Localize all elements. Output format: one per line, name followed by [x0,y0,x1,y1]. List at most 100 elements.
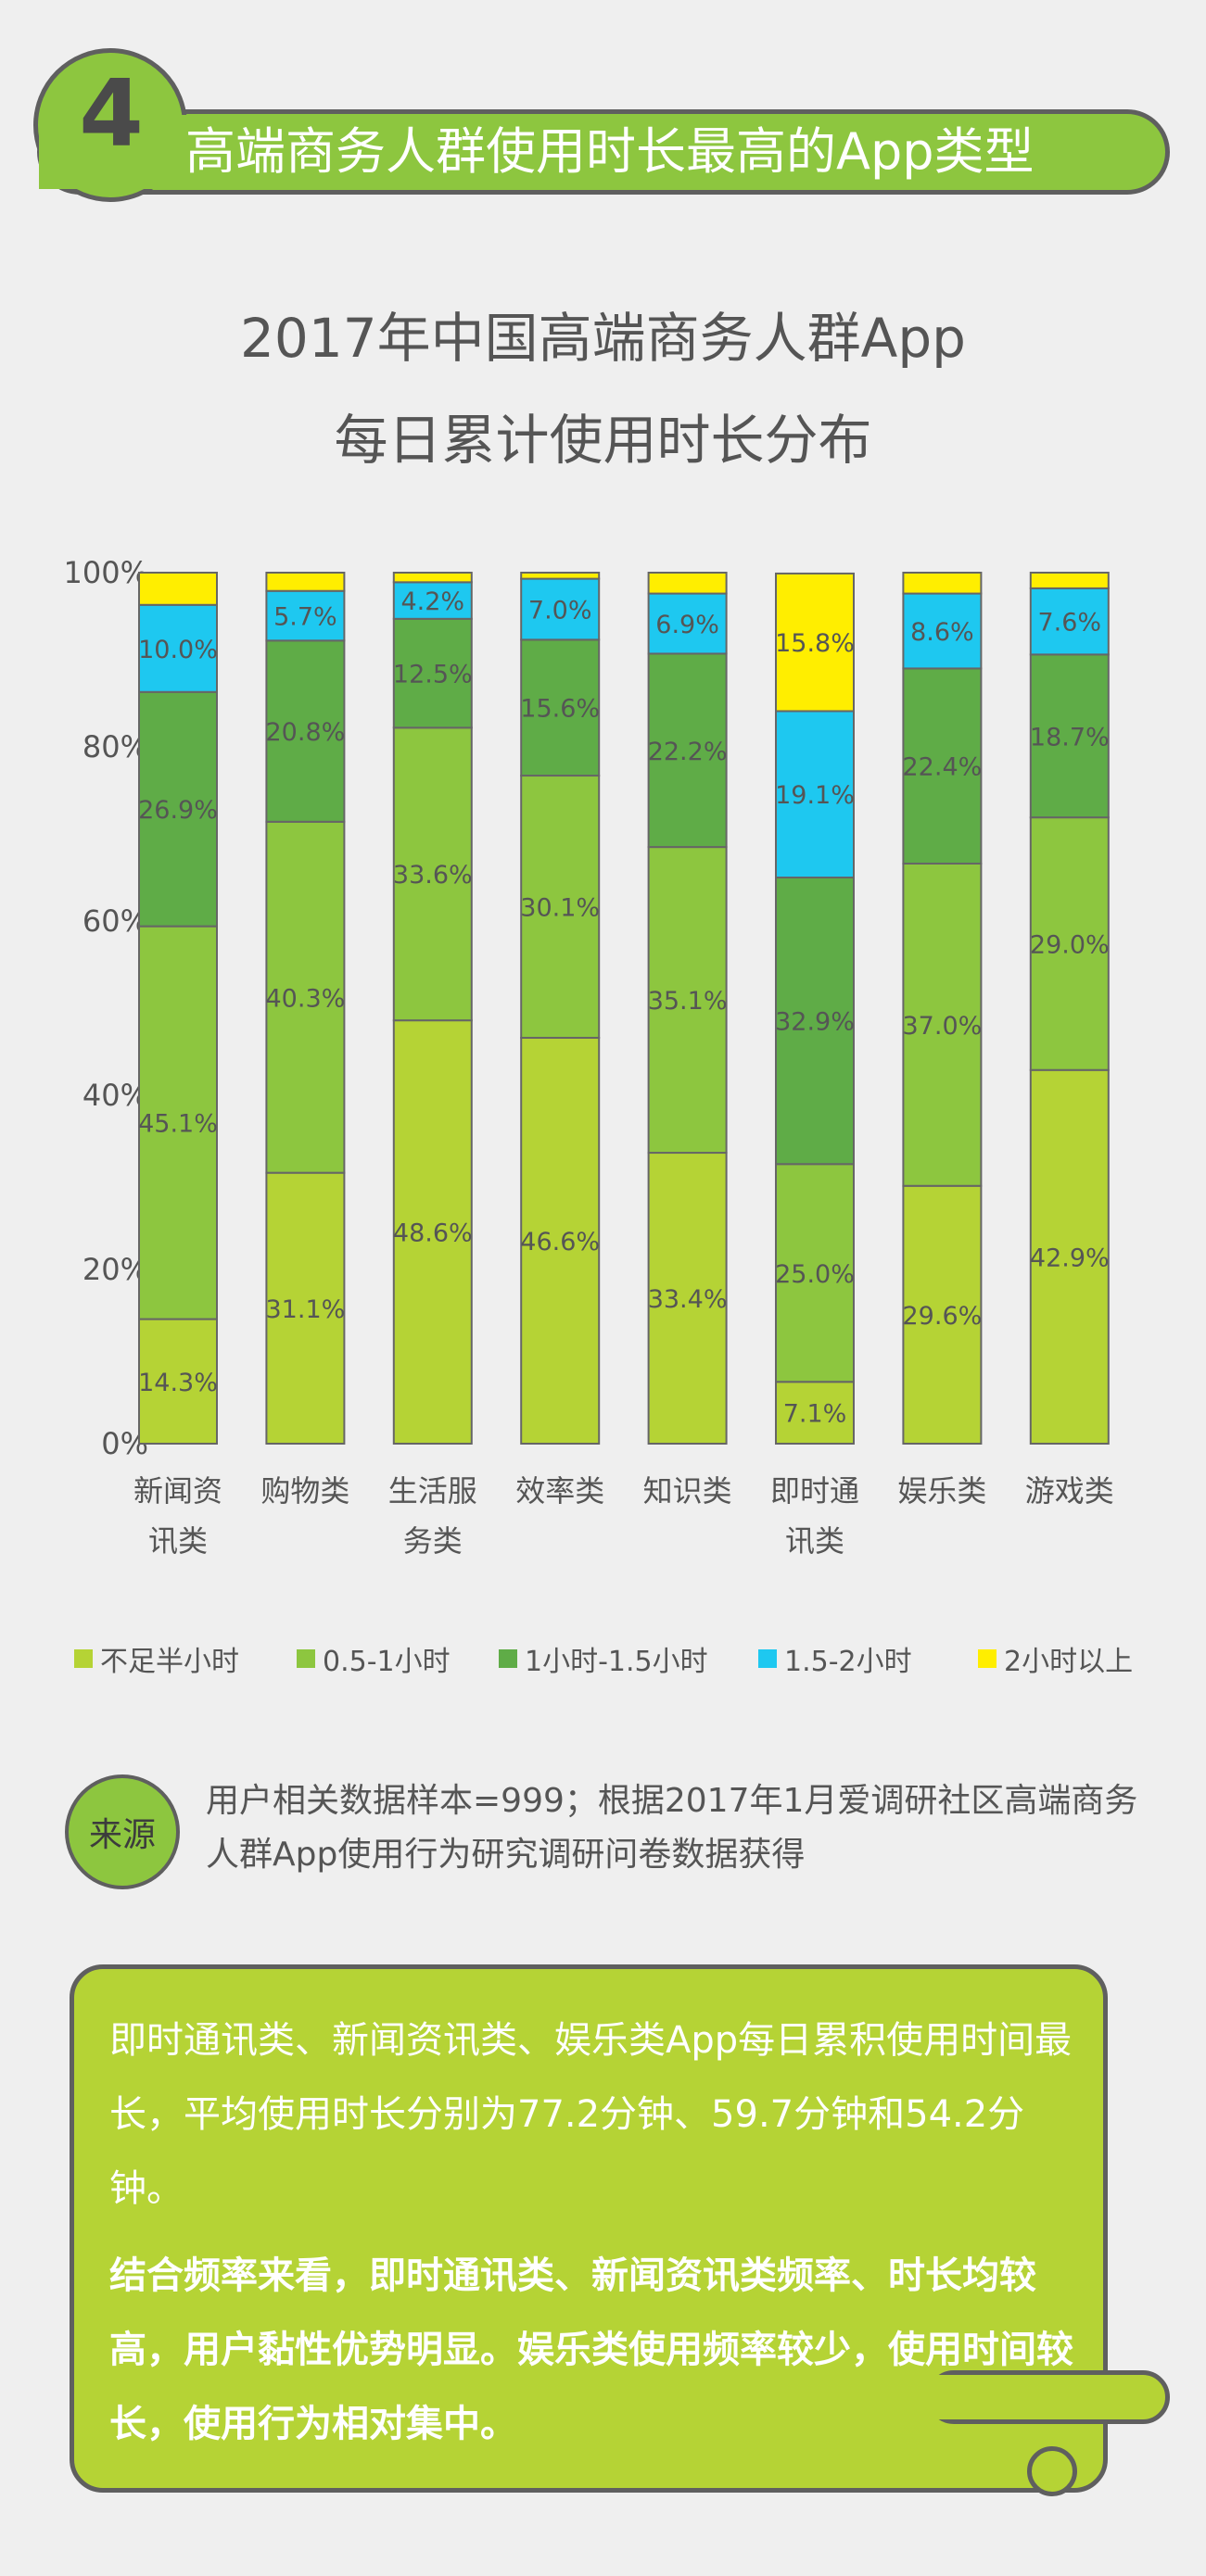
data-label: 46.6% [520,1228,600,1256]
bar-segment [775,1163,855,1383]
data-label: 29.6% [903,1302,983,1331]
data-label: 7.1% [783,1400,847,1429]
legend-item: 不足半小时 [74,1631,239,1686]
bar-segment [138,690,218,928]
bar-segment [902,862,983,1187]
legend-label: 0.5-1小时 [323,1646,451,1678]
data-label: 22.4% [903,753,983,782]
data-label: 33.6% [393,861,473,890]
data-label: 33.4% [648,1285,728,1314]
data-label: 7.0% [528,596,592,625]
y-tick-label: 20% [83,1252,148,1287]
y-tick-label: 80% [83,729,148,764]
bar-segment [392,617,473,729]
bar-segment [392,581,473,620]
bar-segment [775,710,855,878]
stacked-bar-chart: 0%20%40%60%80%100%14.3%45.1%26.9%10.0%新闻… [64,555,1114,1559]
bar-segment [138,572,218,606]
data-label: 7.6% [1037,609,1101,638]
data-label: 14.3% [138,1369,218,1397]
bar-segment [138,603,218,693]
x-tick-label: 生活服 [388,1473,477,1509]
data-label: 20.8% [266,718,346,747]
bar-segment [775,877,855,1166]
bar-segment [647,1152,728,1445]
bar-segment [902,572,983,595]
legend-label: 不足半小时 [100,1646,239,1678]
data-label: 30.1% [520,893,600,922]
bar-segment [1029,572,1110,589]
data-label: 12.5% [393,661,473,689]
data-label: 42.9% [1030,1244,1110,1272]
bar-segment [138,925,218,1320]
legend-item: 2小时以上 [978,1631,1133,1686]
chart-title-line2: 每日累计使用时长分布 [334,409,872,472]
bar-segment [775,572,855,713]
bar-segment [775,1381,855,1446]
summary-box-dot [1027,2446,1077,2496]
banner-joint [39,115,187,189]
bar-segment [520,638,601,777]
data-label: 48.6% [393,1219,473,1248]
data-label: 8.6% [910,618,974,647]
data-label: 5.7% [273,603,337,632]
source-badge-label: 来源 [88,1816,156,1854]
bar-segment [902,667,983,865]
bar-segment [392,1019,473,1445]
bar-segment [1029,816,1110,1071]
bar-segment [265,572,346,592]
data-label: 4.2% [400,587,464,616]
data-label: 29.0% [1030,930,1110,959]
legend-swatch [297,1649,315,1668]
summary-box-tail-joint [927,2375,1103,2419]
bar-segment [647,572,728,595]
bar-segment [902,1184,983,1445]
section-title: 高端商务人群使用时长最高的App类型 [185,122,1035,181]
summary-paragraph-2: 结合频率来看，即时通讯类、新闻资讯类频率、时长均较高，用户黏性优势明显。娱乐类使… [109,2254,1073,2445]
legend-item: 1.5-2小时 [758,1631,912,1686]
x-tick-label: 娱乐类 [897,1473,986,1509]
bar-segment [647,592,728,655]
data-label: 45.1% [138,1110,218,1139]
legend-swatch [978,1649,997,1668]
data-label: 35.1% [648,987,728,1016]
legend-item: 1小时-1.5小时 [499,1631,708,1686]
x-tick-label: 新闻资 [133,1473,222,1509]
legend-label: 1.5-2小时 [784,1646,912,1678]
y-tick-label: 40% [83,1078,148,1113]
data-label: 19.1% [775,781,855,810]
y-tick-label: 100% [64,555,148,590]
data-label: 15.6% [520,695,600,724]
bar-segment [392,572,473,584]
legend-swatch [74,1649,93,1668]
legend-label: 2小时以上 [1004,1646,1134,1678]
bar-segment [1029,653,1110,819]
bar-segment [520,572,601,580]
data-label: 26.9% [138,796,218,825]
x-tick-label: 购物类 [260,1473,349,1509]
bar-segment [265,820,346,1174]
chart-legend: 不足半小时 0.5-1小时 1小时-1.5小时 1.5-2小时 2小时以上 [74,1631,1168,1686]
bar-segment [902,592,983,670]
x-tick-label: 讯类 [785,1523,844,1559]
bar-segment [265,1171,346,1445]
source-text: 用户相关数据样本=999；根据2017年1月爱调研社区高端商务人群App使用行为… [206,1782,1138,1874]
x-tick-label: 知识类 [643,1473,732,1509]
data-label: 25.0% [775,1260,855,1289]
data-label: 18.7% [1030,723,1110,751]
x-tick-label: 游戏类 [1025,1473,1114,1509]
bar-segment [392,726,473,1022]
source-badge: 来源 [65,1774,180,1889]
legend-swatch [758,1649,777,1668]
data-label: 10.0% [138,636,218,664]
data-label: 15.8% [775,629,855,658]
bar-segment [647,652,728,849]
summary-paragraph-1: 即时通讯类、新闻资讯类、娱乐类App每日累积使用时间最长，平均使用时长分别为77… [109,2019,1073,2210]
x-tick-label: 讯类 [148,1523,208,1559]
data-label: 32.9% [775,1008,855,1037]
bar-segment [647,846,728,1155]
bar-segment [520,1036,601,1446]
bar-segment [265,639,346,823]
data-label: 6.9% [655,611,719,639]
bar-segment [265,589,346,642]
